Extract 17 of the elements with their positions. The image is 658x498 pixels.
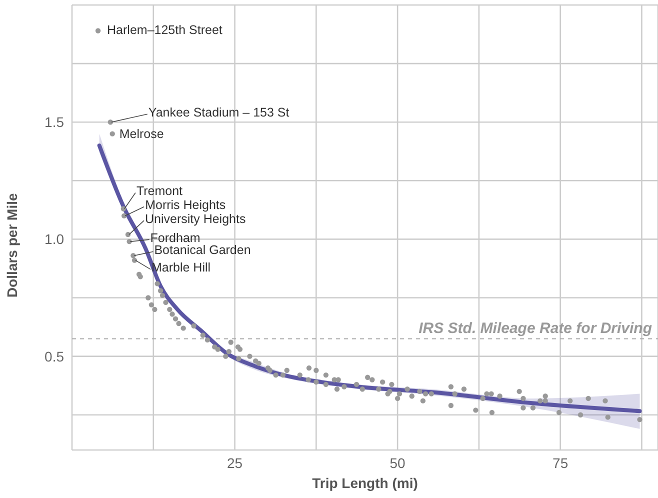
- x-tick-label: 50: [390, 454, 406, 471]
- annotation: Yankee Stadium – 153 St: [148, 105, 290, 120]
- ref-line-label: IRS Std. Mileage Rate for Driving: [418, 320, 652, 337]
- annotation: Harlem–125th Street: [107, 23, 223, 38]
- y-tick-label: 1.5: [44, 114, 64, 130]
- annotation: University Heights: [144, 212, 246, 226]
- annotation: Morris Heights: [145, 198, 226, 212]
- x-tick-label: 75: [552, 454, 568, 471]
- y-axis-title: Dollars per Mile: [4, 193, 20, 298]
- annotation: Botanical Garden: [154, 242, 251, 257]
- y-tick-label: 1.0: [44, 231, 64, 248]
- y-tick-label: 0.5: [44, 348, 64, 364]
- x-tick-label: 25: [226, 454, 243, 471]
- x-axis-title: Trip Length (mi): [312, 475, 418, 491]
- annotation: Tremont: [136, 184, 184, 198]
- annotation: Fordham: [150, 230, 200, 245]
- annotation: Melrose: [119, 127, 164, 142]
